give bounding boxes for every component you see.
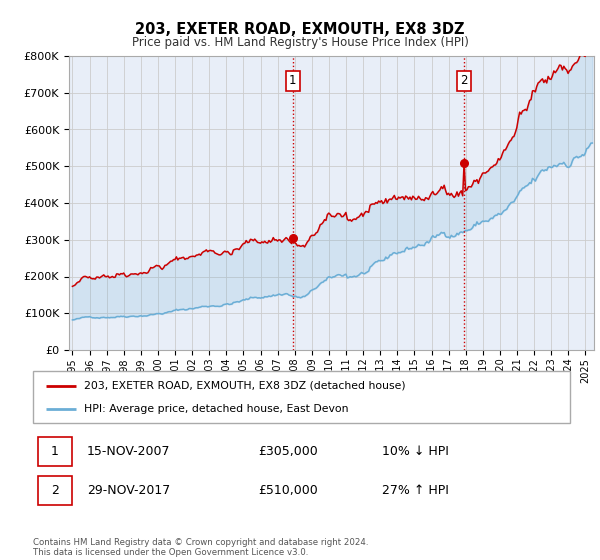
Text: 1: 1 (51, 445, 59, 458)
Text: 1: 1 (289, 74, 296, 87)
Text: 203, EXETER ROAD, EXMOUTH, EX8 3DZ (detached house): 203, EXETER ROAD, EXMOUTH, EX8 3DZ (deta… (84, 381, 406, 391)
FancyBboxPatch shape (38, 476, 71, 505)
Text: 10% ↓ HPI: 10% ↓ HPI (382, 445, 449, 458)
Text: Contains HM Land Registry data © Crown copyright and database right 2024.
This d: Contains HM Land Registry data © Crown c… (33, 538, 368, 557)
Text: £510,000: £510,000 (259, 484, 318, 497)
Text: £305,000: £305,000 (259, 445, 318, 458)
Text: 15-NOV-2007: 15-NOV-2007 (87, 445, 170, 458)
Text: HPI: Average price, detached house, East Devon: HPI: Average price, detached house, East… (84, 404, 349, 414)
FancyBboxPatch shape (38, 437, 71, 466)
Text: 203, EXETER ROAD, EXMOUTH, EX8 3DZ: 203, EXETER ROAD, EXMOUTH, EX8 3DZ (135, 22, 465, 38)
Text: Price paid vs. HM Land Registry's House Price Index (HPI): Price paid vs. HM Land Registry's House … (131, 36, 469, 49)
Text: 29-NOV-2017: 29-NOV-2017 (87, 484, 170, 497)
Text: 2: 2 (460, 74, 468, 87)
FancyBboxPatch shape (33, 371, 570, 423)
Text: 27% ↑ HPI: 27% ↑ HPI (382, 484, 449, 497)
Text: 2: 2 (51, 484, 59, 497)
